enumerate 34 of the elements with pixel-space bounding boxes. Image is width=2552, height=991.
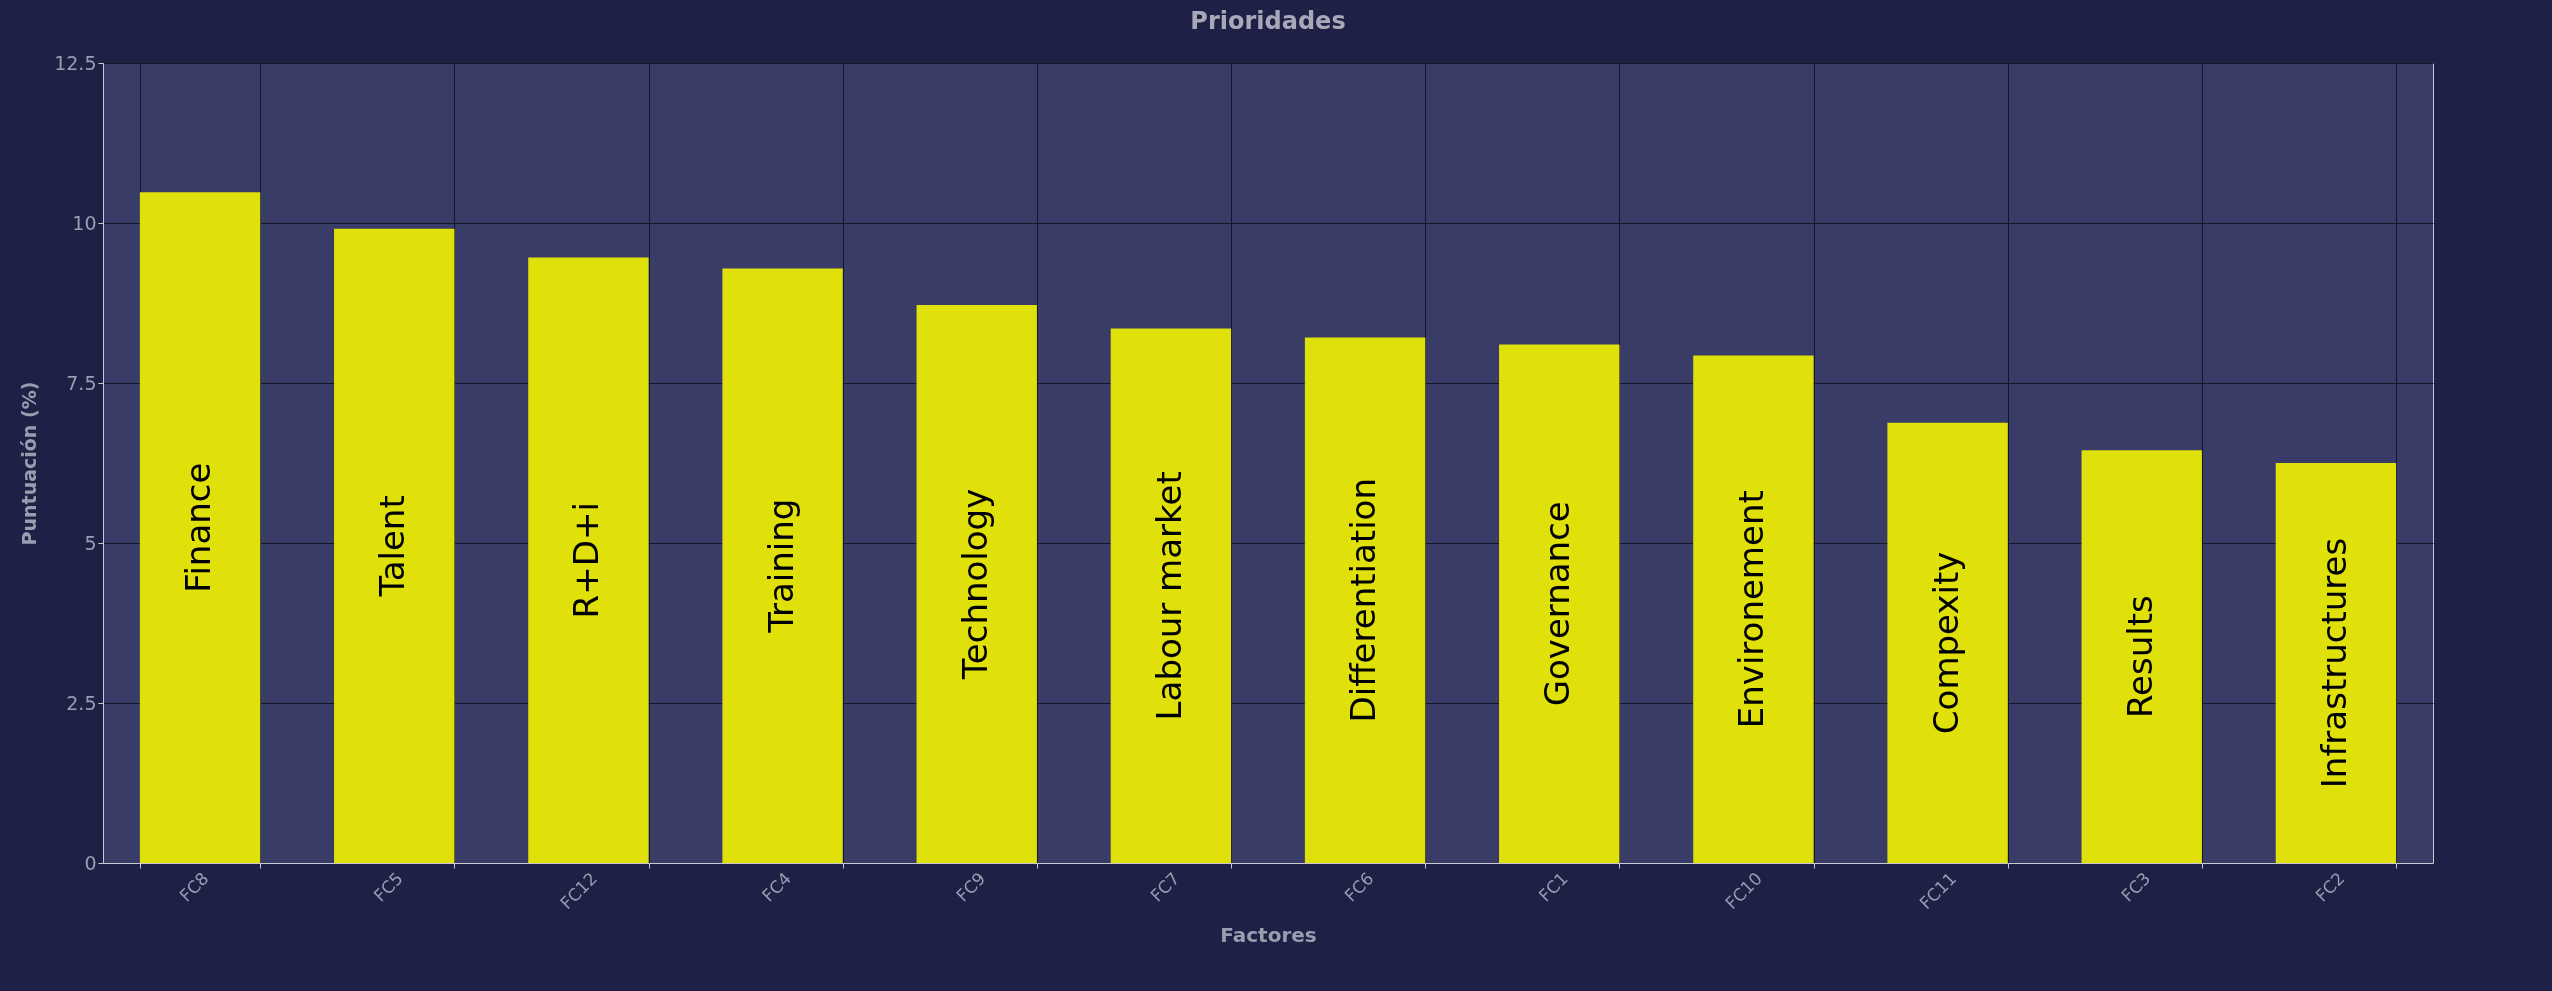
annotation: Results — [2119, 595, 2160, 718]
annotation: R+D+i — [566, 502, 607, 619]
bar — [1693, 355, 1814, 863]
annotation: Training — [760, 498, 801, 634]
y-tick-label: 0 — [84, 851, 97, 874]
x-axis-title: Factores — [1220, 923, 1317, 948]
annotation: Environement — [1731, 490, 1772, 729]
annotation: Finance — [178, 462, 219, 593]
bar — [334, 228, 455, 863]
x-tick-label: FC1 — [1534, 868, 1572, 906]
annotation: Talent — [372, 495, 413, 598]
bar — [139, 192, 261, 863]
bar — [2081, 450, 2202, 863]
bar — [528, 257, 649, 863]
bar — [916, 304, 1037, 863]
annotation: Governance — [1537, 501, 1578, 707]
y-axis-title: Puntuación (%) — [18, 381, 41, 546]
bar — [1304, 337, 1426, 863]
y-tick-label: 7.5 — [66, 371, 97, 394]
annotation: Technology — [954, 488, 995, 681]
bar — [2275, 463, 2397, 863]
annotation: Infrastructures — [2313, 537, 2354, 789]
y-tick-label: 2.5 — [66, 691, 97, 714]
bar — [722, 268, 843, 863]
bar — [1887, 422, 2008, 863]
annotation: Compexity — [1925, 551, 1966, 735]
annotation: Differentiation — [1343, 478, 1384, 723]
annotation: Labour market — [1148, 471, 1189, 721]
bar — [1499, 344, 1620, 863]
chart-title: Prioridades — [1190, 7, 1346, 35]
bar — [1110, 328, 1232, 863]
y-tick-label: 5 — [84, 531, 97, 554]
y-tick-label: 12.5 — [54, 51, 97, 74]
y-tick-label: 10 — [72, 211, 97, 234]
